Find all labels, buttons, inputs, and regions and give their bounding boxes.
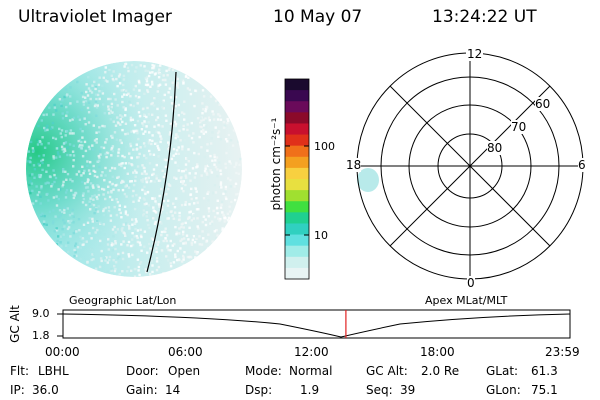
observation-date: 10 May 07 (273, 7, 363, 27)
info-dsp-value: 1.9 (300, 383, 320, 397)
geographic-disk (26, 61, 242, 277)
colorbar-band (285, 123, 309, 136)
colorbar-band (285, 234, 309, 247)
altitude-y-label-min: 1.8 (32, 329, 50, 342)
time-label-1: 06:00 (168, 345, 203, 359)
info-flt-value: LBHL (38, 364, 69, 378)
colorbar-band (285, 156, 309, 169)
colorbar-band (285, 145, 309, 158)
colorbar-unit-label: photon cm⁻²s⁻¹ (269, 117, 283, 211)
app-title: Ultraviolet Imager (18, 7, 172, 27)
info-gain-value: 14 (165, 383, 181, 397)
mlt-label-0: 0 (467, 276, 475, 290)
info-door-label: Door: (126, 364, 159, 378)
info-glon-label: GLon: (486, 383, 521, 397)
terminator-line (146, 71, 177, 273)
info-gcalt-label: GC Alt: (366, 364, 408, 378)
info-ip-label: IP: (10, 383, 25, 397)
info-glat-label: GLat: (486, 364, 519, 378)
altitude-strip (57, 309, 571, 339)
altitude-y-label-max: 9.0 (32, 307, 50, 320)
colorbar-band (285, 101, 309, 113)
altitude-curve (62, 313, 571, 338)
mlt-label-6: 6 (578, 158, 586, 172)
colorbar-band (285, 90, 309, 102)
mlt-label-18: 18 (346, 158, 362, 172)
geographic-panel-label: Geographic Lat/Lon (69, 294, 177, 307)
info-mode-label: Mode: (245, 364, 282, 378)
info-door-value: Open (168, 364, 201, 378)
info-glon-value: 75.1 (531, 383, 558, 397)
colorbar-tick-10: 10 (314, 229, 328, 242)
colorbar-band (285, 256, 309, 269)
info-seq-label: Seq: (366, 383, 393, 397)
polar-panel-label: Apex MLat/MLT (425, 294, 508, 307)
colorbar-band (285, 267, 309, 280)
info-gain-label: Gain: (126, 383, 158, 397)
time-label-2: 12:00 (294, 345, 329, 359)
time-label-4: 23:59 (545, 345, 580, 359)
colorbar-band (285, 212, 309, 224)
info-seq-value: 39 (400, 383, 416, 397)
polar-plot (356, 52, 584, 280)
info-flt-label: Flt: (10, 364, 29, 378)
info-dsp-label: Dsp: (245, 383, 273, 397)
colorbar-band (285, 201, 309, 213)
colorbar-tick-100: 100 (314, 140, 335, 153)
info-glat-value: 61.3 (531, 364, 558, 378)
colorbar-band (285, 245, 309, 258)
lat-label-60: 60 (535, 97, 551, 111)
colorbar-band (285, 179, 309, 191)
mlt-label-12: 12 (466, 47, 484, 61)
colorbar-band (285, 79, 309, 91)
info-mode-value: Normal (289, 364, 333, 378)
polar-emission-blob (357, 168, 379, 192)
colorbar-band (285, 223, 309, 236)
colorbar (284, 78, 310, 280)
colorbar-band (285, 190, 309, 202)
colorbar-band (285, 167, 309, 180)
observation-time: 13:24:22 UT (432, 7, 537, 27)
info-ip-value: 36.0 (32, 383, 59, 397)
time-label-3: 18:00 (420, 345, 455, 359)
lat-label-80: 80 (487, 141, 503, 155)
info-gcalt-value: 2.0 Re (421, 364, 460, 378)
lat-label-70: 70 (511, 120, 527, 134)
colorbar-band (285, 134, 309, 147)
altitude-axis-label: GC Alt (7, 305, 22, 343)
time-label-0: 00:00 (45, 345, 80, 359)
colorbar-band (285, 112, 309, 124)
